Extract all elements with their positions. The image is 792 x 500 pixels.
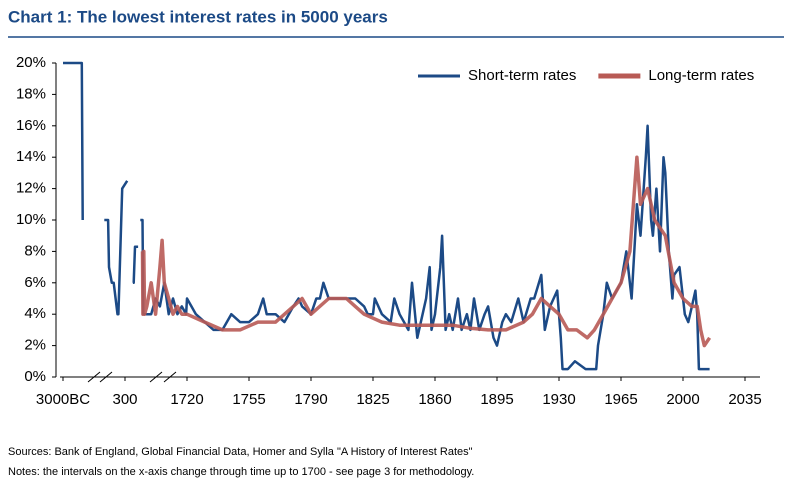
y-tick-label: 2% bbox=[24, 337, 46, 354]
source-note: Sources: Bank of England, Global Financi… bbox=[8, 446, 473, 458]
y-tick-label: 6% bbox=[24, 274, 46, 291]
x-tick-label: 2035 bbox=[728, 391, 761, 408]
y-tick-label: 10% bbox=[16, 211, 46, 228]
x-tick-label: 1755 bbox=[232, 391, 265, 408]
y-tick-label: 18% bbox=[16, 85, 46, 102]
y-tick-label: 12% bbox=[16, 180, 46, 197]
x-tick-label: 3000BC bbox=[36, 391, 90, 408]
x-tick-label: 2000 bbox=[666, 391, 699, 408]
method-note: Notes: the intervals on the x-axis chang… bbox=[8, 466, 474, 478]
x-tick-label: 1930 bbox=[542, 391, 575, 408]
x-tick-label: 1790 bbox=[294, 391, 327, 408]
chart-title: Chart 1: The lowest interest rates in 50… bbox=[8, 7, 388, 26]
x-tick-label: 1895 bbox=[480, 391, 513, 408]
y-tick-label: 16% bbox=[16, 117, 46, 134]
legend-label: Long-term rates bbox=[648, 67, 754, 84]
y-tick-label: 4% bbox=[24, 305, 46, 322]
x-tick-label: 1825 bbox=[356, 391, 389, 408]
y-tick-label: 8% bbox=[24, 242, 46, 259]
y-tick-label: 0% bbox=[24, 368, 46, 385]
series-line bbox=[140, 155, 712, 348]
y-tick-label: 14% bbox=[16, 148, 46, 165]
y-tick-label: 20% bbox=[16, 54, 46, 71]
x-tick-label: 1860 bbox=[418, 391, 451, 408]
x-tick-label: 300 bbox=[112, 391, 137, 408]
x-tick-label: 1965 bbox=[604, 391, 637, 408]
x-tick-label: 1720 bbox=[170, 391, 203, 408]
legend-label: Short-term rates bbox=[468, 67, 576, 84]
series-line bbox=[63, 61, 710, 371]
